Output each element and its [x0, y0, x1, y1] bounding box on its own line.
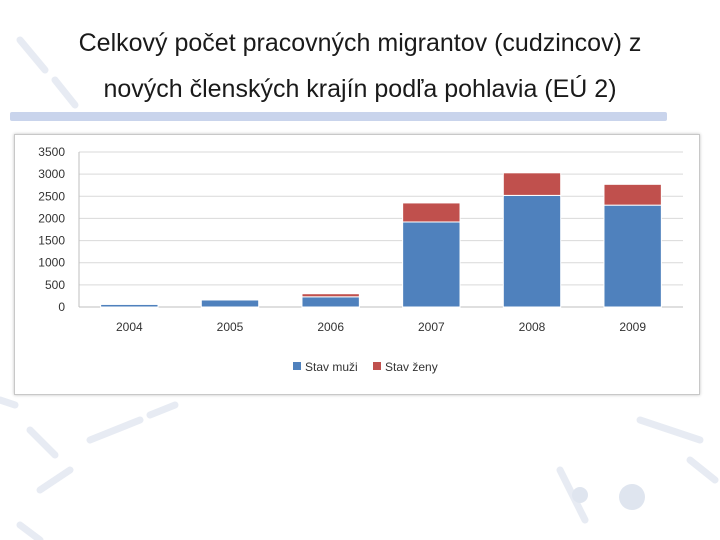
bar-segment-women: [200, 298, 260, 301]
stacked-bar-chart: 0 500 1000 1500 2000 2500 3000 3500 2004 2005 2006…: [38, 145, 683, 374]
y-tick-label: 2000: [38, 211, 65, 225]
slide-title-line-2: nových členských krajín podľa pohlavia (…: [103, 75, 617, 103]
legend-label-women: Stav ženy: [385, 360, 438, 374]
bar-segment-women: [502, 172, 562, 196]
y-tick-label: 500: [45, 278, 65, 292]
legend-swatch-women: [373, 362, 381, 370]
title-underline: [10, 112, 667, 121]
bar-segment-women: [603, 183, 662, 206]
x-tick-label: 2004: [116, 320, 143, 334]
bar-segment-men: [603, 204, 662, 308]
y-tick-label: 3500: [38, 145, 65, 159]
bar-segment-women: [402, 202, 461, 223]
y-tick-label: 2500: [38, 189, 65, 203]
bar-segment-men: [200, 299, 260, 308]
chart-frame: 0 500 1000 1500 2000 2500 3000 3500 2004 2005 2006…: [14, 134, 700, 395]
slide-title-line-1: Celkový počet pracovných migrantov (cudz…: [78, 29, 642, 57]
bar-segment-men: [402, 221, 461, 308]
legend-swatch-men: [293, 362, 301, 370]
y-tick-label: 1000: [38, 256, 65, 270]
bar-segment-women: [301, 293, 360, 298]
bar-segment-men: [301, 296, 360, 308]
x-tick-label: 2007: [418, 320, 445, 334]
x-tick-label: 2009: [619, 320, 646, 334]
x-tick-label: 2005: [217, 320, 244, 334]
y-tick-label: 0: [58, 300, 65, 314]
y-tick-label: 3000: [38, 167, 65, 181]
x-tick-label: 2006: [317, 320, 344, 334]
legend-label-men: Stav muži: [305, 360, 358, 374]
x-tick-label: 2008: [519, 320, 546, 334]
bar-segment-men: [502, 194, 562, 308]
slide-title: Celkový počet pracovných migrantov (cudz…: [0, 20, 720, 112]
y-tick-label: 1500: [38, 234, 65, 248]
